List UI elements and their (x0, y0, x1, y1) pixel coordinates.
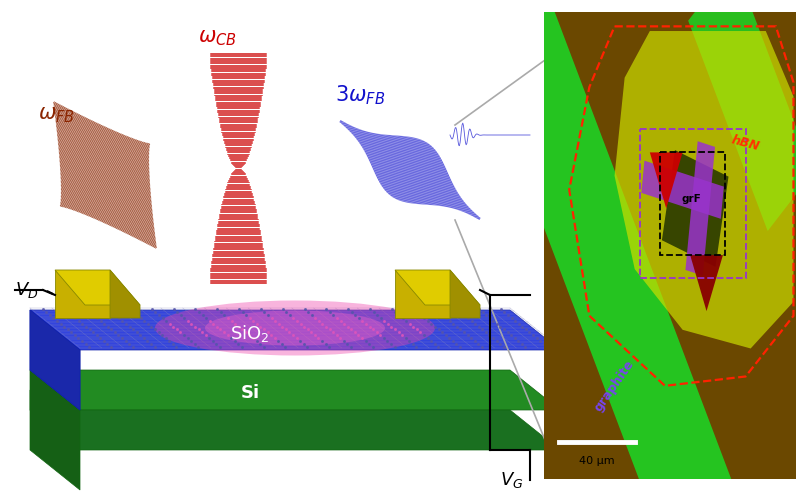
Text: $\mathrm{SiO_2}$: $\mathrm{SiO_2}$ (230, 323, 270, 343)
Polygon shape (395, 270, 480, 305)
Bar (660, 153, 726, 255)
Text: hBN: hBN (730, 133, 762, 153)
Text: $V_G$: $V_G$ (500, 470, 524, 490)
Polygon shape (686, 141, 715, 276)
Text: Si: Si (241, 384, 259, 402)
Text: $V_D$: $V_D$ (15, 280, 38, 300)
Polygon shape (688, 0, 800, 231)
Polygon shape (30, 370, 560, 410)
Polygon shape (55, 270, 140, 305)
Polygon shape (30, 410, 560, 450)
Text: $\omega_{CB}$: $\omega_{CB}$ (198, 28, 237, 48)
Bar (640, 129, 746, 279)
Polygon shape (30, 370, 80, 490)
Polygon shape (395, 270, 450, 318)
Polygon shape (450, 270, 480, 318)
Ellipse shape (155, 300, 435, 356)
Text: grF: grF (682, 194, 702, 204)
Polygon shape (650, 153, 682, 208)
Polygon shape (662, 150, 729, 267)
Text: $\omega_{FB}$: $\omega_{FB}$ (38, 105, 75, 125)
Text: 40 μm: 40 μm (579, 455, 614, 465)
Polygon shape (614, 31, 794, 348)
Polygon shape (30, 310, 80, 410)
Polygon shape (55, 270, 110, 318)
Polygon shape (30, 310, 560, 350)
Polygon shape (690, 255, 723, 311)
Polygon shape (642, 161, 724, 219)
Ellipse shape (205, 311, 385, 345)
Text: graphite: graphite (592, 358, 637, 414)
Polygon shape (475, 0, 754, 494)
Polygon shape (30, 310, 80, 410)
Text: $3\omega_{FB}$: $3\omega_{FB}$ (335, 83, 386, 107)
Polygon shape (110, 270, 140, 318)
Polygon shape (30, 390, 80, 450)
